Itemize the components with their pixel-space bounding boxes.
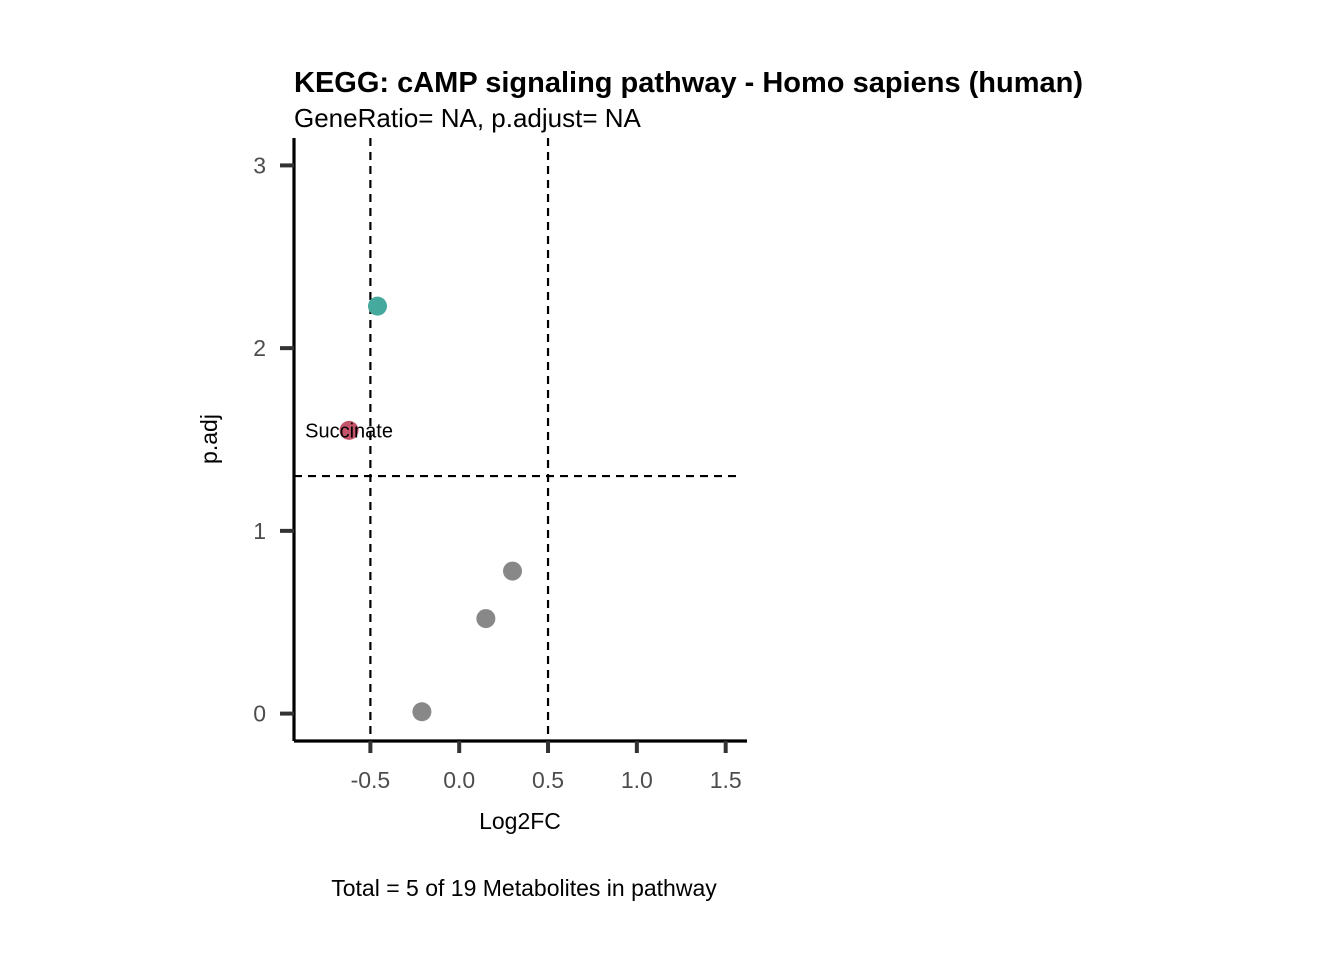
x-axis-ticks: -0.5 0.0 0.5 1.0 1.5 bbox=[351, 741, 742, 793]
data-point-2 bbox=[503, 561, 523, 581]
y-tick-label-2: 2 bbox=[253, 335, 266, 361]
data-point-1 bbox=[339, 420, 359, 440]
y-axis-ticks: 0 1 2 3 bbox=[253, 152, 294, 727]
reference-lines bbox=[294, 138, 740, 741]
y-tick-label-3: 3 bbox=[253, 152, 266, 178]
point-label-1: Succinate bbox=[305, 420, 393, 442]
y-tick-label-1: 1 bbox=[253, 518, 266, 544]
point-labels: Succinate bbox=[305, 420, 393, 442]
x-tick-label-2: 0.5 bbox=[532, 767, 564, 793]
y-tick-label-0: 0 bbox=[253, 701, 266, 727]
x-tick-label-1: 0.0 bbox=[443, 767, 475, 793]
x-tick-label-0: -0.5 bbox=[351, 767, 391, 793]
data-points bbox=[339, 296, 523, 722]
data-point-4 bbox=[412, 702, 432, 722]
x-tick-label-3: 1.0 bbox=[621, 767, 653, 793]
chart-title: KEGG: cAMP signaling pathway - Homo sapi… bbox=[294, 67, 1083, 99]
chart-subtitle: GeneRatio= NA, p.adjust= NA bbox=[294, 103, 642, 133]
data-point-3 bbox=[476, 609, 496, 629]
x-axis-title: Log2FC bbox=[479, 808, 561, 834]
chart-caption: Total = 5 of 19 Metabolites in pathway bbox=[331, 875, 717, 901]
y-axis-title: p.adj bbox=[196, 414, 222, 464]
data-point-0 bbox=[367, 296, 387, 316]
x-tick-label-4: 1.5 bbox=[710, 767, 742, 793]
